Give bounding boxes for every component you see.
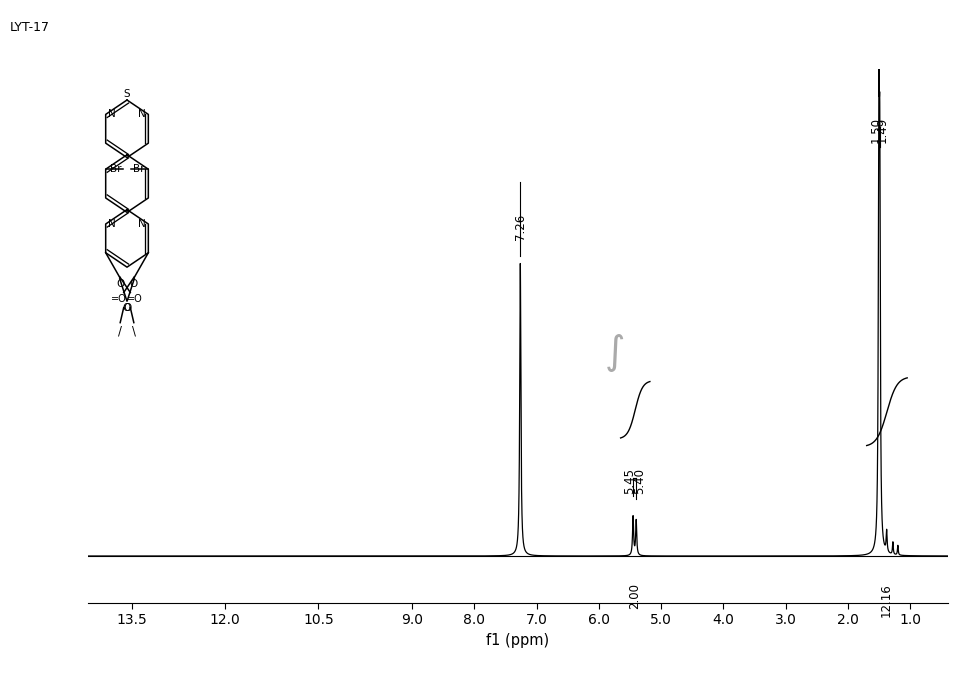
Text: 7.26: 7.26: [514, 214, 527, 240]
Text: N: N: [138, 110, 146, 119]
Text: N: N: [108, 110, 116, 119]
Text: Br: Br: [133, 164, 145, 174]
Text: 5.40: 5.40: [633, 468, 646, 494]
Text: =O: =O: [111, 294, 127, 304]
Text: Br: Br: [109, 164, 121, 174]
Text: O: O: [123, 303, 131, 312]
Text: 1.50: 1.50: [870, 116, 883, 142]
Text: 1.49: 1.49: [875, 116, 889, 142]
Text: $\int$: $\int$: [605, 332, 624, 374]
Text: 5.45: 5.45: [623, 468, 636, 494]
Text: O: O: [123, 303, 131, 312]
Text: N: N: [108, 219, 116, 229]
Text: O: O: [129, 279, 137, 289]
Text: $\backslash$: $\backslash$: [131, 324, 138, 338]
Text: =O: =O: [127, 294, 143, 304]
Text: /: /: [117, 324, 122, 337]
X-axis label: f1 (ppm): f1 (ppm): [487, 633, 549, 648]
Text: LYT-17: LYT-17: [10, 21, 50, 34]
Text: S: S: [124, 88, 130, 99]
Text: 2.00: 2.00: [628, 584, 642, 609]
Text: O: O: [117, 279, 125, 289]
Text: N: N: [138, 219, 146, 229]
Text: 12.16: 12.16: [880, 584, 893, 617]
